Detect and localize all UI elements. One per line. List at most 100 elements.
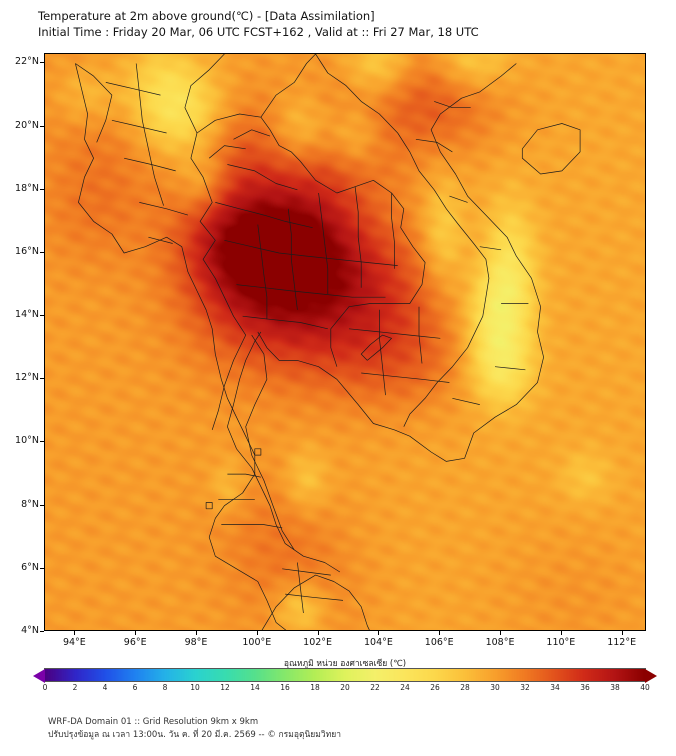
map-boundary-path (354, 186, 362, 288)
x-axis-tick (439, 631, 441, 635)
chart-title-line2: Initial Time : Friday 20 Mar, 06 UTC FCS… (38, 25, 479, 39)
colorbar-tick-label: 34 (550, 683, 560, 692)
map-boundary-path (257, 224, 268, 320)
y-axis-tick-label: 20°N (15, 119, 39, 131)
map-boundary-path (227, 331, 341, 573)
colorbar-title: อุณหภูมิ หน่วย องศาเซลเซีย (℃) (283, 659, 407, 669)
colorbar-tick-label: 18 (310, 683, 320, 692)
map-boundary-path (318, 192, 329, 294)
map-boundary-path (148, 236, 173, 244)
colorbar-tick-label: 2 (72, 683, 78, 692)
y-axis-tick-label: 4°N (21, 625, 39, 636)
colorbar-max-arrow-icon (645, 669, 657, 683)
colorbar-tick-label: 28 (460, 683, 470, 692)
x-axis-tick-label: 112°E (607, 637, 637, 648)
map-boundary-path (257, 63, 544, 462)
y-axis-tick-label: 18°N (15, 182, 39, 194)
colorbar-tick-label: 16 (280, 683, 290, 692)
colorbar-tick-label: 0 (42, 683, 48, 692)
chart-title-line1: Temperature at 2m above ground(℃) - [Dat… (38, 9, 375, 23)
colorbar-tick-label: 14 (250, 683, 260, 692)
x-axis-tick (196, 631, 198, 635)
map-boundary-path (242, 315, 328, 330)
map-boundary-path (208, 145, 246, 159)
map-boundary-path (233, 129, 271, 140)
x-axis-tick-label: 108°E (485, 637, 515, 648)
map-boundary-path (221, 524, 283, 529)
map-boundary-path (348, 328, 441, 339)
colorbar-tick-label: 4 (102, 683, 108, 692)
y-axis-tick-label: 6°N (21, 561, 39, 573)
map-boundary-path (379, 309, 386, 396)
map-boundary-path (434, 101, 471, 109)
y-axis-tick-label: 10°N (15, 435, 39, 447)
map-boundary-path (224, 239, 398, 266)
colorbar-tick-label: 38 (610, 683, 620, 692)
x-axis-tick (317, 631, 319, 635)
y-axis-tick-label: 14°N (15, 309, 39, 321)
map-boundary-path (254, 448, 262, 456)
map-boundary-path (215, 202, 313, 229)
map-boundary-path (75, 63, 113, 143)
x-axis-tick (256, 631, 258, 635)
footer-line2: ปรับปรุงข้อมูล ณ เวลา 13:00น. วัน ค. ที่… (48, 730, 341, 740)
map-boundary-path (196, 113, 426, 367)
x-axis-tick-label: 100°E (242, 637, 272, 648)
colorbar-tick-label: 32 (520, 683, 530, 692)
map-boundary-path (361, 372, 450, 383)
map-boundary-path (245, 334, 295, 551)
map-boundary-path (75, 63, 287, 630)
map-boundary-path (111, 119, 167, 134)
x-axis-tick (378, 631, 380, 635)
colorbar-tick-label: 20 (340, 683, 350, 692)
y-axis-tick-label: 16°N (15, 245, 39, 257)
colorbar-block: อุณหภูมิ หน่วย องศาเซลเซีย (℃) 0 2 4 6 8 10 12… (33, 659, 657, 696)
map-boundary-path (297, 562, 304, 614)
x-axis-tick-label: 94°E (62, 637, 86, 648)
x-axis-tick-label: 102°E (303, 637, 333, 648)
colorbar-tick-label: 22 (370, 683, 380, 692)
colorbar-tick-label: 10 (190, 683, 200, 692)
colorbar-tick-label: 30 (490, 683, 500, 692)
map-boundary-path (227, 164, 298, 191)
map-boundary-path (282, 568, 331, 576)
chart-title-block: Temperature at 2m above ground(℃) - [Dat… (38, 8, 658, 40)
colorbar-tick-label: 12 (220, 683, 230, 692)
colorbar-tick-label: 8 (162, 683, 168, 692)
y-axis-tick-label: 12°N (15, 372, 39, 384)
map-boundary-path (124, 157, 176, 172)
temperature-heatmap (45, 54, 645, 630)
coastline-overlay (75, 54, 581, 630)
map-boundary-path (105, 82, 161, 96)
x-axis-tick-label: 96°E (123, 637, 147, 648)
map-boundary-path (415, 138, 453, 153)
map-boundary-path (139, 202, 188, 216)
colorbar-tick-label: 24 (400, 683, 410, 692)
x-axis-tick (560, 631, 562, 635)
map-boundary-path (287, 208, 298, 310)
y-axis-tick-label: 22°N (15, 56, 39, 68)
x-axis-tick (500, 631, 502, 635)
x-axis-tick (621, 631, 623, 635)
map-plot-area (44, 53, 646, 631)
map-boundary-path (236, 284, 386, 298)
x-axis-tick-label: 104°E (363, 637, 393, 648)
map-boundary-path (190, 132, 247, 431)
map-boundary-path (261, 574, 370, 630)
map-boundary-path (227, 473, 261, 478)
footer-line1: WRF-DA Domain 01 :: Grid Resolution 9km … (48, 717, 259, 727)
colorbar-min-arrow-icon (33, 669, 45, 683)
map-boundary-path (479, 246, 502, 251)
map-boundary-path (184, 54, 225, 134)
x-axis-tick (74, 631, 76, 635)
map-boundary-path (452, 397, 480, 405)
colorbar-tick-label: 6 (132, 683, 138, 692)
map-boundary-path (260, 54, 316, 118)
y-axis-tick (40, 631, 44, 632)
x-axis-tick-label: 98°E (184, 637, 208, 648)
colorbar-tick-label: 26 (430, 683, 440, 692)
x-axis-tick-label: 110°E (546, 637, 576, 648)
x-axis-tick-label: 106°E (424, 637, 454, 648)
y-axis-tick-label: 8°N (21, 498, 39, 510)
